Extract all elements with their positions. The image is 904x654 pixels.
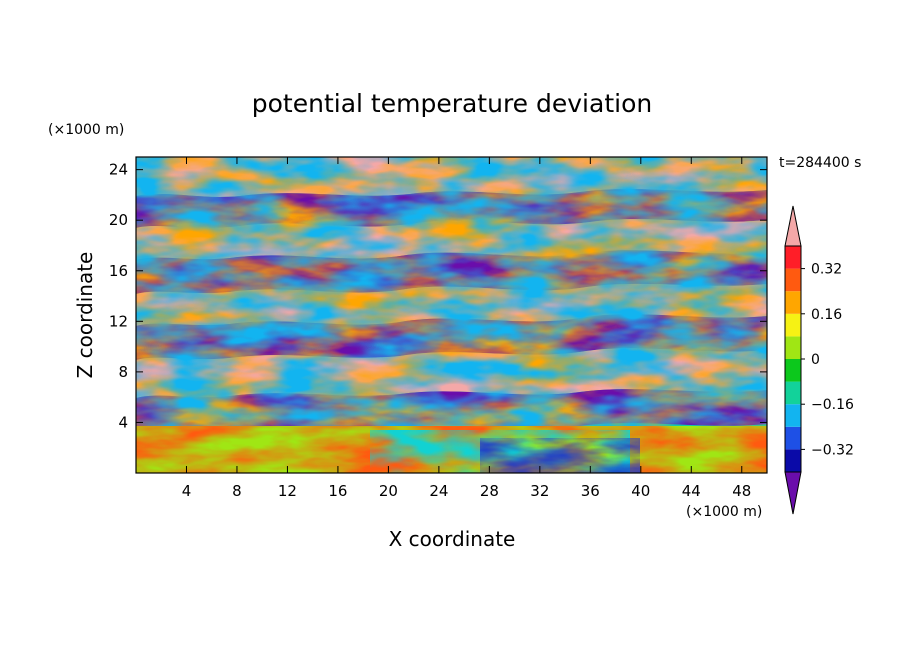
x-tick-label: 32: [530, 482, 549, 500]
time-label: t=284400 s: [779, 155, 861, 171]
colorbar-lower-extension: [784, 471, 802, 515]
x-tick-label: 20: [379, 482, 398, 500]
x-axis-label: X coordinate: [389, 527, 516, 551]
boundary-layer-cold: [480, 438, 640, 473]
x-tick-label: 36: [581, 482, 600, 500]
x-tick-label: 12: [278, 482, 297, 500]
x-tick-label: 4: [182, 482, 192, 500]
colorbar-label: −0.16: [811, 397, 854, 413]
x-unit-label: (×1000 m): [686, 504, 762, 520]
y-tick-label: 4: [118, 413, 128, 431]
colorbar-label: 0: [811, 352, 820, 368]
colorbar-swatch: [785, 336, 801, 359]
y-tick-label: 16: [109, 262, 128, 280]
colorbar-swatch: [785, 246, 801, 269]
x-tick-label: 48: [732, 482, 751, 500]
colorbar-swatch: [785, 449, 801, 472]
colorbar-label: −0.32: [811, 442, 854, 458]
y-tick-label: 24: [109, 161, 128, 179]
colorbar-swatch: [785, 404, 801, 427]
x-tick-label: 24: [429, 482, 448, 500]
y-tick-label: 20: [109, 211, 128, 229]
y-axis-label: Z coordinate: [73, 252, 97, 379]
field-plot: [136, 157, 767, 473]
x-tick-label: 44: [682, 482, 701, 500]
y-axis-ticks: 4 8 12 16 20 24: [109, 161, 767, 431]
colorbar-label: 0.32: [811, 262, 842, 278]
field-turbulence-blue: [136, 157, 767, 427]
x-tick-label: 8: [232, 482, 242, 500]
colorbar-swatch: [785, 291, 801, 314]
colorbar-swatch: [785, 313, 801, 337]
colorbar-label: 0.16: [811, 307, 842, 323]
colorbar-swatch: [785, 426, 801, 450]
colorbar: 0.32 0.16 0 −0.16 −0.32: [784, 205, 854, 515]
y-tick-label: 8: [118, 363, 128, 381]
x-tick-label: 16: [328, 482, 347, 500]
x-tick-label: 28: [480, 482, 499, 500]
chart-title: potential temperature deviation: [252, 89, 652, 118]
y-tick-label: 12: [109, 312, 128, 330]
colorbar-swatch: [785, 381, 801, 405]
x-axis-ticks: 4 8 12 16 20 24 28 32 36 40 44 48: [182, 157, 751, 500]
x-tick-label: 40: [631, 482, 650, 500]
plot-frame: [135, 156, 768, 474]
y-unit-label: (×1000 m): [48, 122, 124, 138]
colorbar-upper-extension: [784, 205, 802, 247]
colorbar-swatch: [785, 359, 801, 382]
colorbar-swatch: [785, 268, 801, 292]
